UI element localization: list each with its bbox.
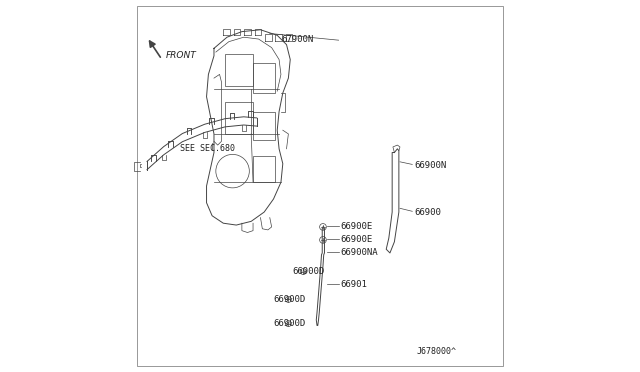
Text: FRONT: FRONT <box>166 51 196 60</box>
Bar <box>225 102 253 134</box>
Text: 66900: 66900 <box>415 208 442 217</box>
Text: J678000^: J678000^ <box>417 347 457 356</box>
Bar <box>225 54 253 86</box>
Text: 66900NA: 66900NA <box>340 248 378 257</box>
Text: 66900N: 66900N <box>415 161 447 170</box>
Text: 66900E: 66900E <box>340 235 372 244</box>
Text: 66900E: 66900E <box>340 222 372 231</box>
Text: 66900D: 66900D <box>292 267 324 276</box>
Text: 66900D: 66900D <box>273 319 306 328</box>
Text: 66900D: 66900D <box>273 295 306 304</box>
Bar <box>253 63 275 93</box>
Bar <box>253 112 275 140</box>
Text: SEE SEC.680: SEE SEC.680 <box>180 144 236 153</box>
Text: 66901: 66901 <box>340 280 367 289</box>
Text: 67900N: 67900N <box>281 35 313 44</box>
Bar <box>253 156 275 182</box>
